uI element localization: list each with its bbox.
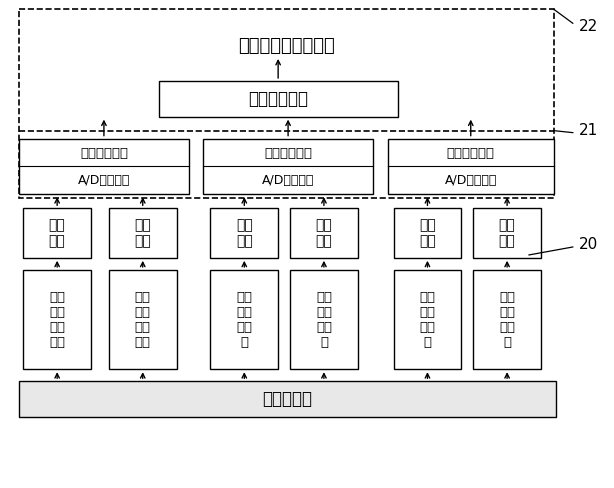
Text: 22: 22 xyxy=(579,20,598,34)
Bar xyxy=(473,270,541,369)
Bar xyxy=(387,139,554,194)
Text: 链条
悬垂
量传
感器: 链条 悬垂 量传 感器 xyxy=(134,290,151,348)
Text: 20: 20 xyxy=(579,238,598,252)
Text: 21: 21 xyxy=(579,123,598,138)
Text: A/D转换接口: A/D转换接口 xyxy=(445,174,497,187)
Text: 二级融合中心: 二级融合中心 xyxy=(248,90,308,108)
Bar xyxy=(290,270,358,369)
Text: 油缸
压力
传感
器: 油缸 压力 传感 器 xyxy=(419,290,435,348)
Text: A/D转换接口: A/D转换接口 xyxy=(262,174,314,187)
Text: 电机
功率
传感
器: 电机 功率 传感 器 xyxy=(316,290,332,348)
Text: A/D转换接口: A/D转换接口 xyxy=(78,174,130,187)
Bar xyxy=(394,270,461,369)
Bar xyxy=(394,208,461,258)
Bar xyxy=(290,208,358,258)
Bar xyxy=(109,208,177,258)
Text: 信号
调理: 信号 调理 xyxy=(316,218,332,248)
Bar xyxy=(211,270,278,369)
Bar xyxy=(473,208,541,258)
Text: 链条
悬垂
量传
感器: 链条 悬垂 量传 感器 xyxy=(49,290,65,348)
Bar xyxy=(19,381,556,417)
Bar xyxy=(158,81,398,117)
Text: 刷板输送机: 刷板输送机 xyxy=(263,390,313,408)
Text: 电机
功率
传感
器: 电机 功率 传感 器 xyxy=(236,290,252,348)
Text: 油缸
压力
传感
器: 油缸 压力 传感 器 xyxy=(499,290,515,348)
Bar xyxy=(203,139,373,194)
Bar xyxy=(19,9,554,198)
Bar xyxy=(109,270,177,369)
Text: 信号
调理: 信号 调理 xyxy=(499,218,516,248)
Text: 链条张紧状态指示灯: 链条张紧状态指示灯 xyxy=(238,37,335,55)
Text: 信号
调理: 信号 调理 xyxy=(236,218,252,248)
Bar xyxy=(23,208,91,258)
Text: 信号
调理: 信号 调理 xyxy=(419,218,436,248)
Text: 初级融合中心: 初级融合中心 xyxy=(447,147,495,160)
Text: 信号
调理: 信号 调理 xyxy=(134,218,151,248)
Bar xyxy=(23,270,91,369)
Text: 信号
调理: 信号 调理 xyxy=(49,218,66,248)
Bar xyxy=(19,139,188,194)
Text: 初级融合中心: 初级融合中心 xyxy=(264,147,312,160)
Text: 初级融合中心: 初级融合中心 xyxy=(80,147,128,160)
Bar xyxy=(211,208,278,258)
